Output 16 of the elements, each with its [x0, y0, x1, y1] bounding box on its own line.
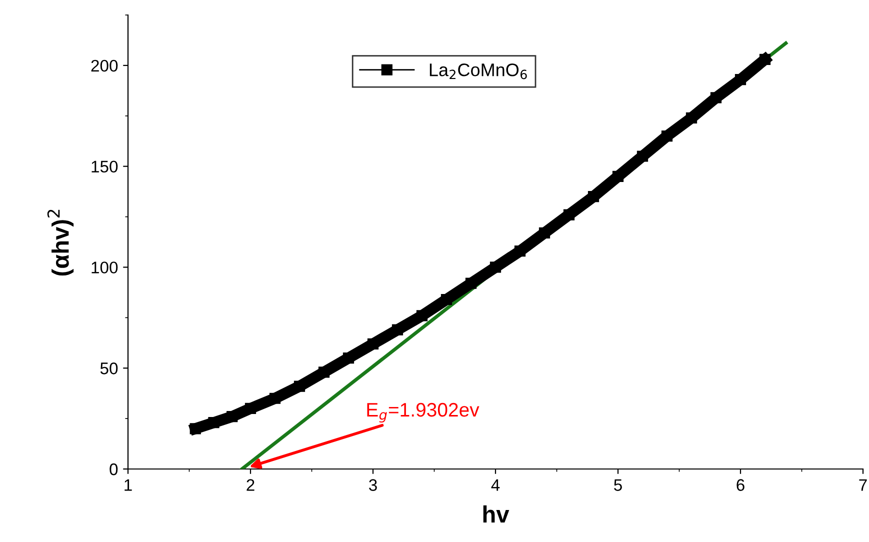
y-tick-label: 50: [100, 362, 118, 374]
x-tick-label: 2: [246, 479, 254, 491]
y-axis-title: (αhv)$^{2}$: [47, 210, 74, 276]
annotation: E$_{g}$=1.9302ev: [367, 402, 480, 423]
x-tick-label: 3: [369, 479, 377, 491]
x-tick-label: 5: [614, 479, 622, 491]
x-tick-label: 7: [859, 479, 867, 491]
y-tick-label: 100: [92, 262, 118, 274]
x-axis-title: hv: [483, 505, 510, 522]
y-tick-label: 150: [92, 160, 118, 173]
y-tick-label: 0: [110, 463, 118, 476]
x-tick-label: 6: [736, 479, 744, 491]
legend-label: La$_{2}$CoMnO$_{6}$: [430, 63, 527, 80]
x-tick-label: 4: [491, 479, 500, 491]
y-tick-label: 200: [91, 60, 118, 72]
x-tick-label: 1: [124, 479, 132, 491]
